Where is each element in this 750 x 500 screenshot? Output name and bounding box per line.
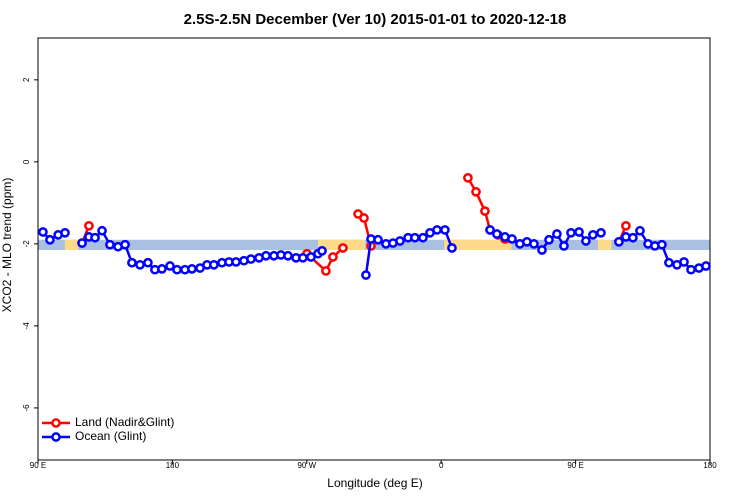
point <box>471 186 481 197</box>
point <box>492 229 502 239</box>
y-axis-label: XCO2 - MLO trend (ppm) <box>0 178 14 313</box>
point <box>588 230 598 240</box>
point <box>60 227 70 238</box>
land-band <box>444 239 512 251</box>
point <box>507 234 517 244</box>
point <box>679 257 689 267</box>
legend-marker <box>51 432 61 442</box>
point <box>410 232 420 243</box>
point <box>231 257 241 267</box>
point <box>447 243 457 253</box>
point <box>432 225 442 235</box>
point <box>77 238 87 248</box>
point <box>143 257 153 268</box>
y-tick-label: -4 <box>22 322 31 330</box>
x-tick-label: 180 <box>703 461 717 470</box>
point <box>395 236 405 246</box>
point <box>686 264 696 275</box>
point <box>261 250 271 261</box>
point <box>559 241 569 251</box>
point <box>321 266 331 276</box>
point <box>628 232 638 243</box>
point <box>463 172 473 183</box>
point <box>701 261 711 271</box>
legend-marker <box>51 418 61 428</box>
point <box>209 259 219 270</box>
point <box>529 239 539 249</box>
point <box>45 234 55 245</box>
point <box>485 225 495 235</box>
point <box>338 243 348 253</box>
point <box>596 227 606 238</box>
point <box>328 252 338 262</box>
point <box>621 220 631 231</box>
point <box>440 225 450 235</box>
point <box>120 239 130 250</box>
land-band <box>64 239 79 251</box>
point <box>361 270 371 280</box>
x-tick-label: 90 E <box>30 461 46 470</box>
point <box>581 236 591 246</box>
y-tick-label: 2 <box>22 77 31 82</box>
point <box>657 239 667 250</box>
point <box>127 257 137 268</box>
legend-label: Land (Nadir&Glint) <box>75 415 174 429</box>
point <box>664 257 674 268</box>
point <box>165 261 175 271</box>
point <box>283 250 293 261</box>
plot-frame <box>37 37 711 461</box>
point <box>135 259 145 270</box>
point <box>246 254 256 264</box>
point <box>552 229 562 239</box>
point <box>359 213 369 223</box>
x-tick-label: 90 W <box>297 461 316 470</box>
point <box>172 264 182 275</box>
point <box>614 236 624 247</box>
chart-title: 2.5S-2.5N December (Ver 10) 2015-01-01 t… <box>184 11 567 28</box>
point <box>574 227 584 237</box>
point <box>38 227 48 237</box>
point <box>90 232 100 243</box>
x-tick-label: 90 E <box>567 461 583 470</box>
legend-label: Ocean (Glint) <box>75 429 146 443</box>
y-tick-label: -2 <box>22 240 31 248</box>
land-band <box>598 239 612 251</box>
point <box>187 264 197 274</box>
point <box>635 225 645 236</box>
x-axis-label: Longitude (deg E) <box>327 476 422 490</box>
point <box>566 227 576 238</box>
point <box>97 225 107 236</box>
y-tick-label: 0 <box>22 159 31 164</box>
x-tick-label: 0 <box>439 461 444 470</box>
x-tick-label: 180 <box>166 461 180 470</box>
point <box>480 206 490 216</box>
y-tick-label: -6 <box>22 404 31 412</box>
point <box>157 264 167 274</box>
point <box>373 234 383 245</box>
point <box>537 245 547 255</box>
point <box>105 239 115 250</box>
point <box>298 252 308 263</box>
series-line <box>306 247 344 273</box>
point <box>418 232 428 243</box>
point <box>544 234 554 245</box>
point <box>317 245 327 256</box>
point <box>84 220 94 231</box>
